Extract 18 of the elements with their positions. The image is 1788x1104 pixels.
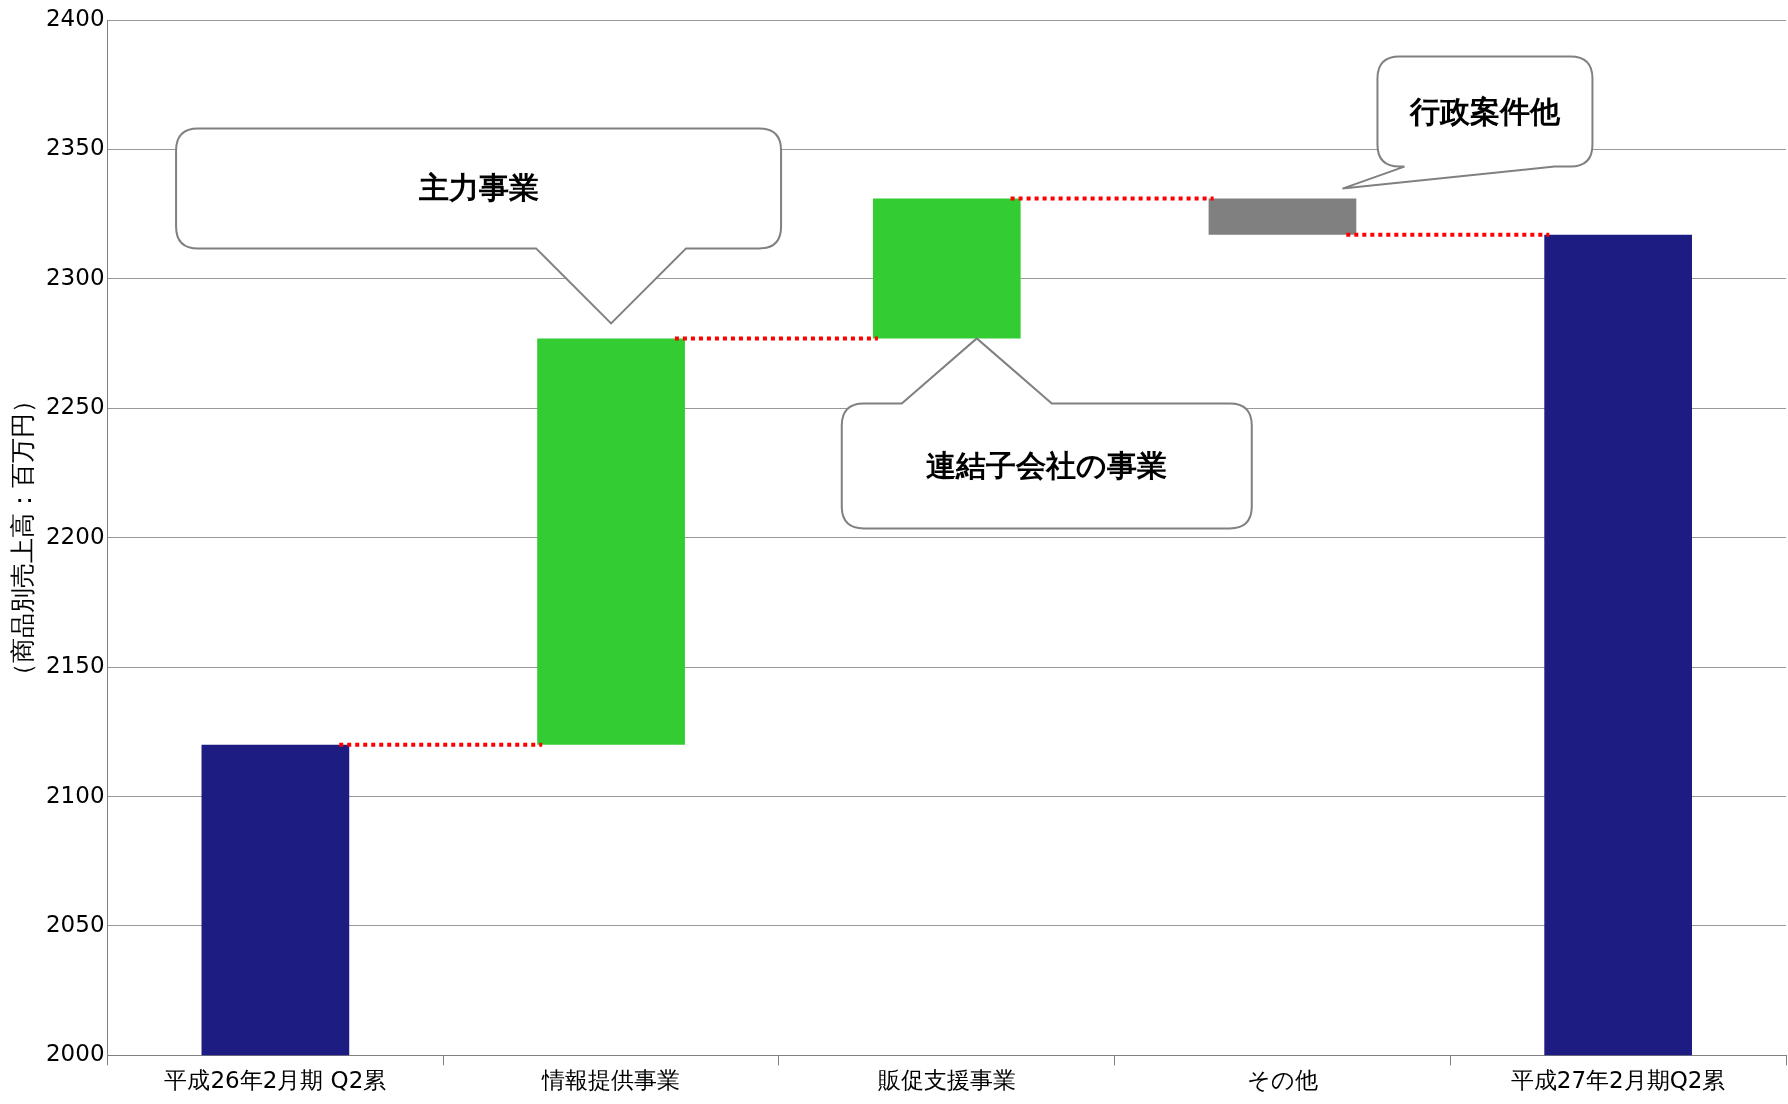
y-tick-label: 2150 (45, 652, 105, 679)
y-tick-label: 2000 (45, 1040, 105, 1067)
annotation: 主力事業 (418, 168, 539, 207)
annotation: 行政案件他 (1409, 92, 1560, 131)
x-tick-label: 平成26年2月期 Q2累 (164, 1067, 387, 1094)
x-tick-label: 情報提供事業 (541, 1067, 681, 1094)
y-tick-label: 2300 (45, 263, 105, 290)
x-tick-label: その他 (1246, 1067, 1318, 1094)
x-tick-label: 平成27年2月期Q2累 (1510, 1067, 1726, 1094)
x-tick-label: 販促支援事業 (877, 1067, 1016, 1094)
y-tick-label: 2400 (45, 4, 105, 31)
y-tick-label: 2250 (45, 393, 105, 420)
y-tick-label: 2200 (45, 522, 105, 549)
y-axis-title: （商品別売上高：百万円） (7, 387, 37, 688)
y-tick-label: 2050 (45, 910, 105, 937)
y-tick-label: 2100 (45, 781, 105, 808)
y-tick-label: 2350 (45, 134, 105, 161)
annotation: 連結子会社の事業 (926, 446, 1168, 485)
